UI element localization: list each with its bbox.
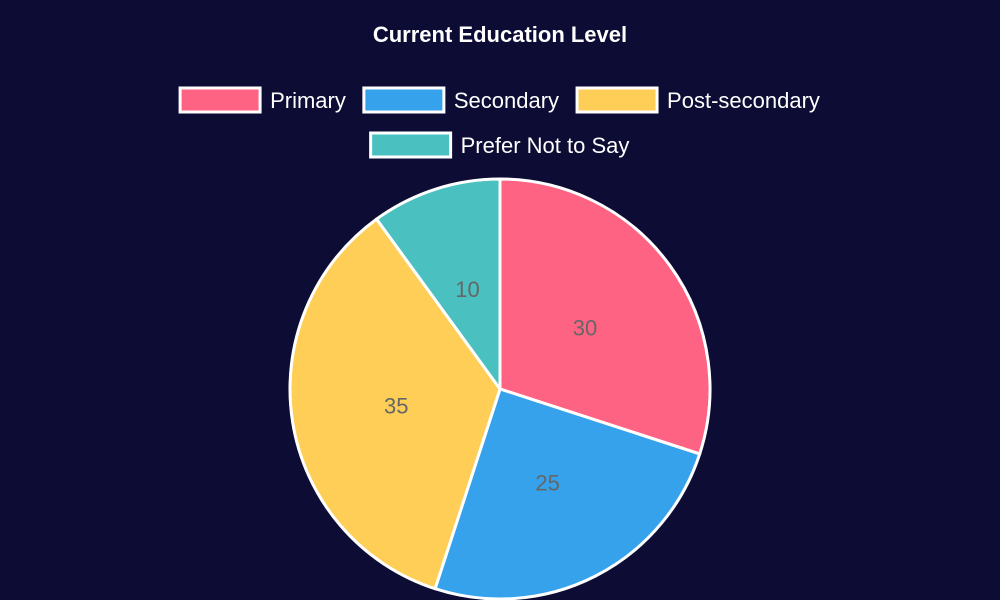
pie-slice-primary[interactable] [498, 177, 712, 456]
legend-item-primary[interactable]: Primary [178, 86, 346, 114]
slice-value-post-secondary: 35 [384, 393, 408, 418]
slice-value-secondary: 25 [535, 471, 559, 496]
legend-label-post-secondary: Post-secondary [667, 88, 820, 113]
legend: Primary Secondary Post-secondary Prefer Not… [178, 86, 820, 159]
pie-slices [288, 177, 712, 600]
slice-labels: 30 25 35 10 [384, 277, 597, 495]
legend-swatch-post-secondary [575, 86, 659, 114]
legend-label-primary: Primary [270, 88, 346, 113]
pie-slice-secondary[interactable] [433, 387, 702, 600]
legend-item-prefer-not-to-say[interactable]: Prefer Not to Say [369, 131, 630, 159]
legend-item-post-secondary[interactable]: Post-secondary [575, 86, 820, 114]
legend-label-secondary: Secondary [454, 88, 559, 113]
chart-title: Current Education Level [373, 22, 627, 47]
slice-value-primary: 30 [573, 315, 597, 340]
pie-slice-prefer-not-to-say[interactable] [375, 177, 502, 391]
legend-label-prefer-not-to-say: Prefer Not to Say [461, 133, 630, 158]
legend-swatch-secondary [362, 86, 446, 114]
legend-item-secondary[interactable]: Secondary [362, 86, 559, 114]
slice-value-prefer-not-to-say: 10 [455, 277, 479, 302]
legend-swatch-prefer-not-to-say [369, 131, 453, 159]
pie-slice-post-secondary[interactable] [288, 217, 502, 591]
legend-swatch-primary [178, 86, 262, 114]
